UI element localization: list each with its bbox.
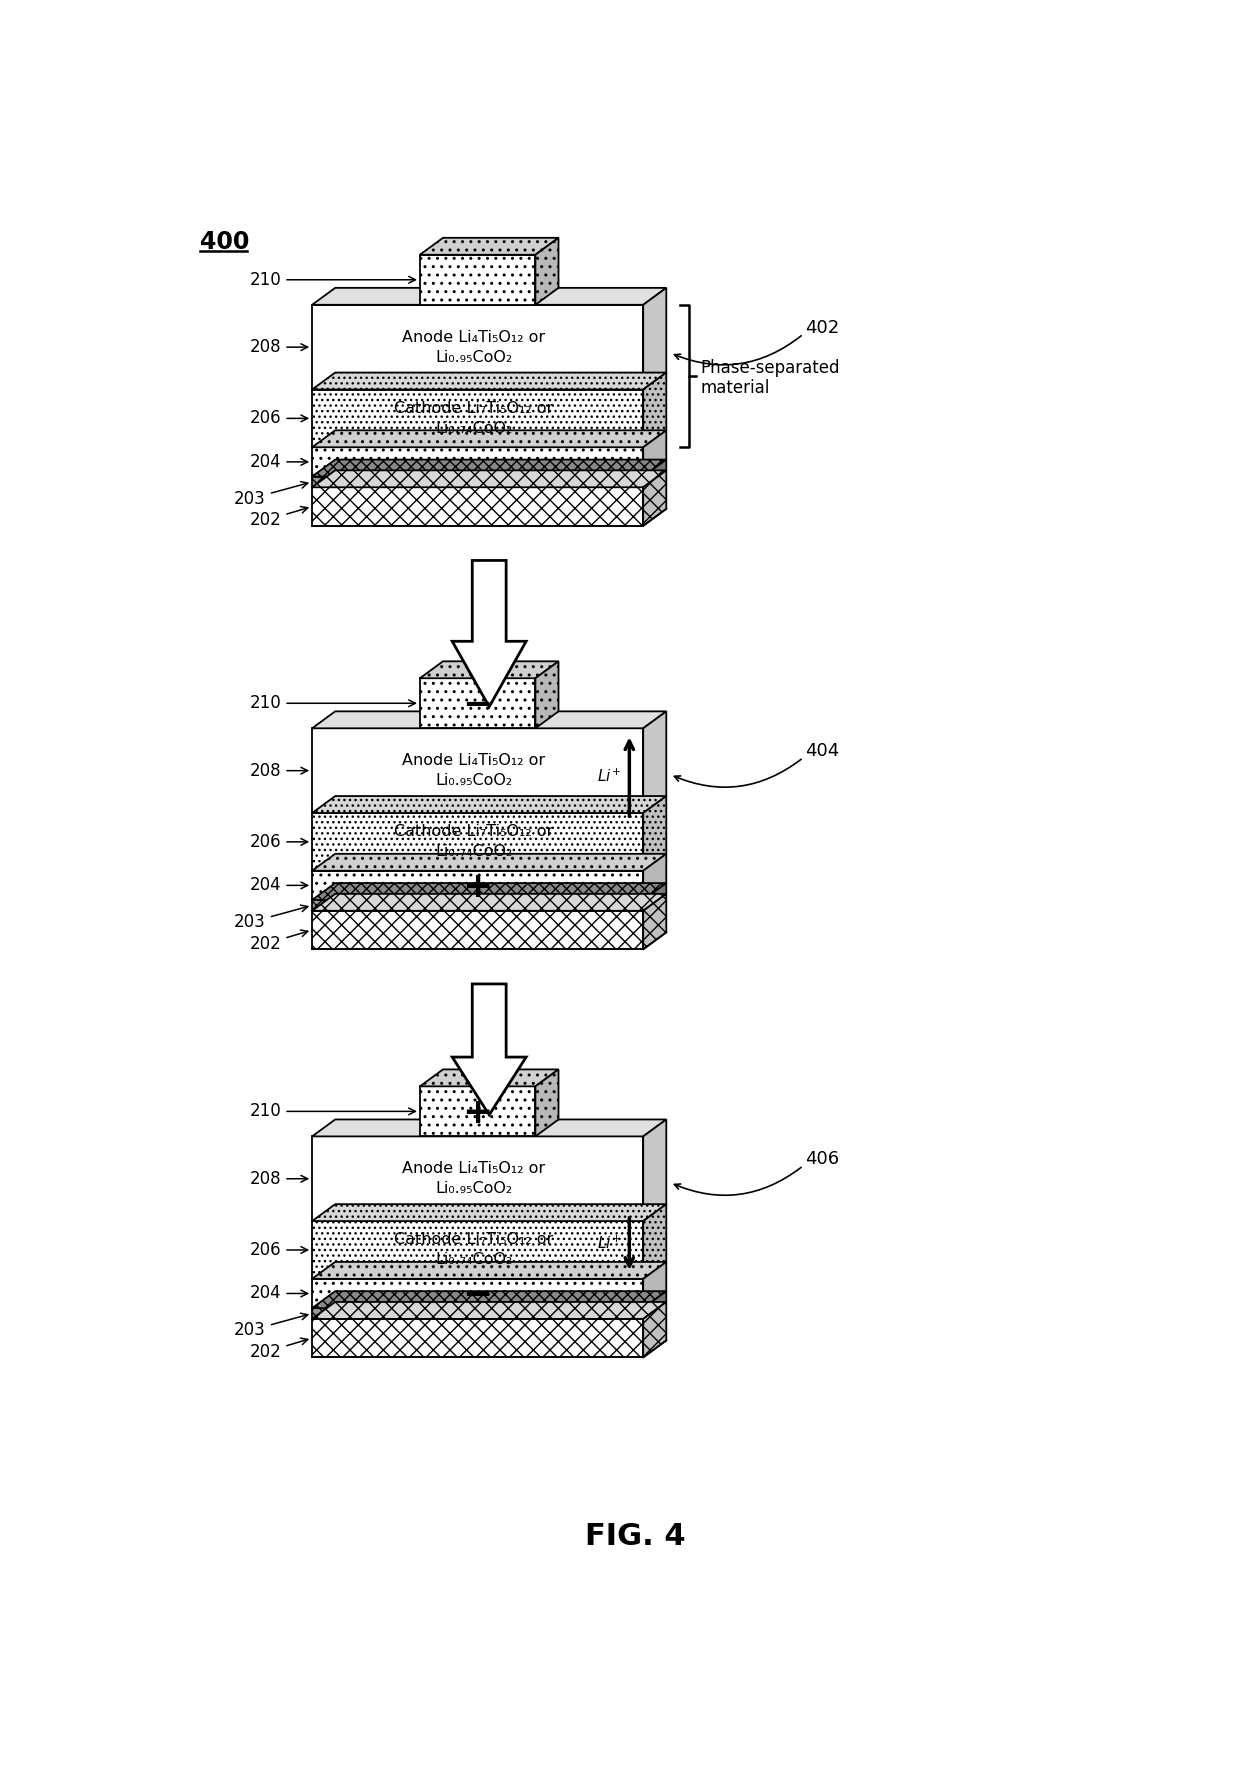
Polygon shape <box>644 894 666 949</box>
Text: 208: 208 <box>249 338 308 356</box>
Polygon shape <box>644 460 666 487</box>
Polygon shape <box>312 712 666 727</box>
Text: Cathode Li₇Ti₅O₁₂ or: Cathode Li₇Ti₅O₁₂ or <box>394 400 553 416</box>
Text: Cathode Li₇Ti₅O₁₂ or: Cathode Li₇Ti₅O₁₂ or <box>394 825 553 839</box>
Text: 206: 206 <box>249 834 308 851</box>
Bar <box>420 678 536 727</box>
Polygon shape <box>312 1303 666 1319</box>
Polygon shape <box>312 1204 666 1221</box>
Text: −: − <box>463 1278 492 1312</box>
Text: Anode Li₄Ti₅O₁₂ or: Anode Li₄Ti₅O₁₂ or <box>402 754 546 768</box>
Text: +: + <box>463 1096 492 1129</box>
Polygon shape <box>312 853 666 871</box>
Text: 202: 202 <box>249 506 308 529</box>
Bar <box>312 871 644 899</box>
Text: 208: 208 <box>249 1170 308 1188</box>
Text: 210: 210 <box>249 694 415 712</box>
Polygon shape <box>312 1290 666 1308</box>
Text: 210: 210 <box>249 271 415 289</box>
Text: Li$^+$: Li$^+$ <box>596 1235 621 1253</box>
Text: Li$^+$: Li$^+$ <box>596 768 621 786</box>
Text: Li₀.₇₄CoO₂: Li₀.₇₄CoO₂ <box>435 1253 512 1267</box>
Polygon shape <box>644 372 666 448</box>
Polygon shape <box>420 662 558 678</box>
Polygon shape <box>312 372 666 389</box>
Polygon shape <box>644 712 666 812</box>
Polygon shape <box>644 796 666 871</box>
Bar <box>312 912 644 949</box>
Bar <box>312 476 644 487</box>
Polygon shape <box>644 289 666 389</box>
Text: 210: 210 <box>249 1103 415 1120</box>
Text: 202: 202 <box>249 1338 308 1361</box>
Polygon shape <box>312 460 666 476</box>
Text: 406: 406 <box>805 1150 839 1168</box>
Polygon shape <box>644 1290 666 1319</box>
Polygon shape <box>644 1119 666 1221</box>
Bar <box>420 1087 536 1136</box>
Text: 206: 206 <box>249 1241 308 1258</box>
Bar <box>312 389 644 448</box>
Bar <box>312 1308 644 1319</box>
Bar <box>312 1280 644 1308</box>
Polygon shape <box>312 1262 666 1280</box>
Polygon shape <box>644 1262 666 1308</box>
Polygon shape <box>644 853 666 899</box>
Polygon shape <box>453 984 526 1115</box>
Bar <box>312 1221 644 1280</box>
Text: Anode Li₄Ti₅O₁₂ or: Anode Li₄Ti₅O₁₂ or <box>402 329 546 345</box>
Polygon shape <box>420 237 558 255</box>
Polygon shape <box>536 237 558 304</box>
Text: FIG. 4: FIG. 4 <box>585 1522 686 1551</box>
Polygon shape <box>536 662 558 727</box>
Text: Cathode Li₇Ti₅O₁₂ or: Cathode Li₇Ti₅O₁₂ or <box>394 1232 553 1248</box>
Polygon shape <box>312 289 666 304</box>
Text: 400: 400 <box>201 230 249 253</box>
Text: 404: 404 <box>805 742 839 761</box>
Bar <box>420 255 536 304</box>
Text: 204: 204 <box>249 453 308 471</box>
Text: 208: 208 <box>249 761 308 779</box>
Polygon shape <box>644 883 666 912</box>
Polygon shape <box>312 1119 666 1136</box>
Polygon shape <box>312 796 666 812</box>
Bar <box>312 727 644 812</box>
Text: 204: 204 <box>249 876 308 894</box>
Polygon shape <box>536 1069 558 1136</box>
Text: material: material <box>701 379 770 396</box>
Text: 204: 204 <box>249 1285 308 1303</box>
Bar <box>312 1319 644 1358</box>
Text: 402: 402 <box>805 319 839 336</box>
Polygon shape <box>312 883 666 899</box>
Text: 202: 202 <box>249 929 308 952</box>
Text: Li₀.₉₅CoO₂: Li₀.₉₅CoO₂ <box>435 350 512 365</box>
Bar <box>312 487 644 526</box>
Polygon shape <box>312 894 666 912</box>
Text: Li₀.₇₄CoO₂: Li₀.₇₄CoO₂ <box>435 844 512 860</box>
Polygon shape <box>644 1204 666 1280</box>
Text: Li₀.₉₅CoO₂: Li₀.₉₅CoO₂ <box>435 773 512 788</box>
Polygon shape <box>644 430 666 476</box>
Text: 206: 206 <box>249 409 308 427</box>
Bar <box>312 304 644 389</box>
Text: +: + <box>463 869 492 904</box>
Polygon shape <box>644 471 666 526</box>
Text: Anode Li₄Ti₅O₁₂ or: Anode Li₄Ti₅O₁₂ or <box>402 1161 546 1177</box>
Bar <box>312 812 644 871</box>
Polygon shape <box>453 561 526 706</box>
Text: Phase-separated: Phase-separated <box>701 359 839 377</box>
Text: Li₀.₇₄CoO₂: Li₀.₇₄CoO₂ <box>435 421 512 435</box>
Text: 203: 203 <box>234 904 308 931</box>
Polygon shape <box>312 430 666 448</box>
Text: 203: 203 <box>234 1313 308 1340</box>
Polygon shape <box>644 1303 666 1358</box>
Text: −: − <box>463 689 492 722</box>
Text: 203: 203 <box>234 481 308 508</box>
Bar <box>312 448 644 476</box>
Bar <box>312 899 644 912</box>
Bar <box>312 1136 644 1221</box>
Polygon shape <box>312 471 666 487</box>
Text: Li₀.₉₅CoO₂: Li₀.₉₅CoO₂ <box>435 1181 512 1197</box>
Polygon shape <box>420 1069 558 1087</box>
